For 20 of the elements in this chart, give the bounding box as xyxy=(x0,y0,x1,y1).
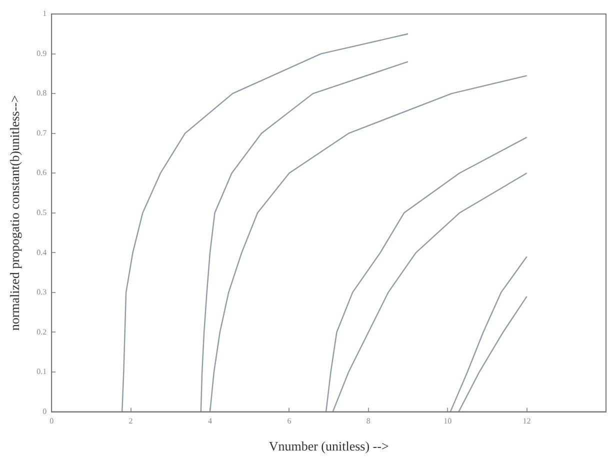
x-axis-title: Vnumber (unitless) --> xyxy=(268,438,389,454)
y-tick-label: 0.6 xyxy=(36,168,47,178)
x-tick-label: 4 xyxy=(208,416,212,426)
x-tick-label: 6 xyxy=(287,416,292,426)
y-tick-label: 0.2 xyxy=(36,327,47,336)
y-tick-label: 0 xyxy=(42,406,47,416)
y-tick-label: 1 xyxy=(42,9,47,18)
x-tick-label: 8 xyxy=(366,416,370,426)
x-tick-label: 12 xyxy=(522,416,531,426)
y-tick-label: 0.7 xyxy=(36,128,47,138)
x-tick-label: 10 xyxy=(444,416,452,426)
y-tick-label: 0.9 xyxy=(36,48,47,58)
y-axis-title: normalized propogatio constant(b)unitless--> xyxy=(7,95,22,331)
y-tick-label: 0.3 xyxy=(36,288,47,297)
y-tick-label: 0.4 xyxy=(36,248,47,257)
x-tick-label: 0 xyxy=(50,416,54,426)
y-tick-label: 0.8 xyxy=(36,88,47,98)
y-tick-label: 0.5 xyxy=(36,208,47,217)
x-tick-label: 2 xyxy=(128,416,133,426)
y-tick-label: 0.1 xyxy=(36,367,47,376)
